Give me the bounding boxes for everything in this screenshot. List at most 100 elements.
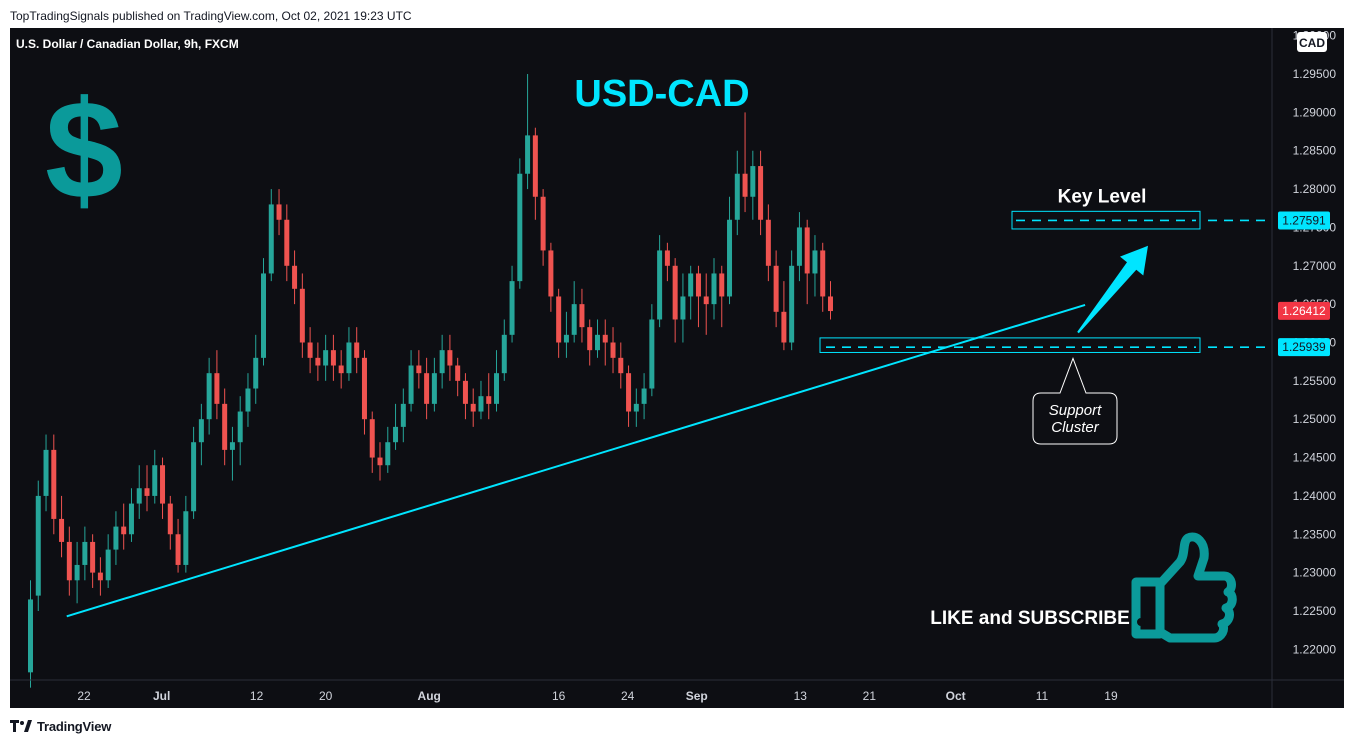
candle-body bbox=[354, 342, 360, 358]
candle-body bbox=[789, 265, 795, 343]
candle-body bbox=[657, 250, 663, 320]
candle-body bbox=[183, 511, 189, 565]
candle-body bbox=[66, 541, 72, 581]
candle-body bbox=[128, 503, 134, 535]
candle-body bbox=[742, 173, 748, 197]
candle-body bbox=[734, 173, 740, 220]
time-tick-label: Jul bbox=[153, 689, 170, 703]
candle-body bbox=[330, 350, 336, 366]
candle-body bbox=[206, 373, 212, 420]
svg-text:1.25939: 1.25939 bbox=[1282, 340, 1326, 354]
candle-body bbox=[222, 403, 228, 450]
candlestick-chart[interactable]: Key Level Support Cluster USD-CAD $ LIKE… bbox=[10, 28, 1344, 708]
candle-body bbox=[245, 388, 251, 412]
candle-body bbox=[160, 465, 166, 504]
candle-body bbox=[113, 526, 119, 550]
price-tick-label: 1.22000 bbox=[1293, 642, 1337, 656]
candle-body bbox=[43, 449, 49, 496]
candle-body bbox=[385, 442, 391, 466]
candle-body bbox=[548, 250, 554, 297]
candle-body bbox=[610, 342, 616, 358]
candle-body bbox=[540, 196, 546, 251]
candle-body bbox=[594, 334, 600, 351]
candle-body bbox=[571, 304, 577, 335]
time-tick-label: 19 bbox=[1104, 689, 1118, 703]
tradingview-brand[interactable]: TradingView bbox=[37, 718, 112, 734]
price-tick-label: 1.24500 bbox=[1293, 451, 1337, 465]
candle-body bbox=[323, 350, 329, 366]
candle-body bbox=[486, 396, 492, 404]
candle-body bbox=[144, 488, 150, 496]
candle-body bbox=[781, 311, 787, 343]
candle-body bbox=[796, 227, 802, 266]
candle-body bbox=[424, 373, 430, 404]
candle-body bbox=[602, 334, 608, 343]
candle-body bbox=[773, 265, 779, 312]
time-tick-label: 21 bbox=[863, 689, 877, 703]
publish-header: TopTradingSignals published on TradingVi… bbox=[10, 9, 412, 23]
candle-body bbox=[649, 319, 655, 389]
thumbs-up-icon bbox=[1131, 532, 1237, 643]
candle-body bbox=[804, 227, 810, 274]
chart-area[interactable]: Key Level Support Cluster USD-CAD $ LIKE… bbox=[10, 28, 1344, 708]
candle-body bbox=[509, 281, 515, 335]
price-tick-label: 1.23000 bbox=[1293, 566, 1337, 580]
symbol-title: U.S. Dollar / Canadian Dollar, 9h, FXCM bbox=[16, 37, 239, 51]
candle-body bbox=[695, 273, 701, 297]
candle-body bbox=[633, 403, 639, 412]
candle-series bbox=[27, 74, 833, 688]
candle-body bbox=[664, 250, 670, 266]
price-tick-label: 1.25500 bbox=[1293, 374, 1337, 388]
svg-text:1.26412: 1.26412 bbox=[1282, 304, 1326, 318]
candle-body bbox=[563, 334, 569, 343]
chart-title: USD-CAD bbox=[574, 73, 749, 115]
ascending-trendline bbox=[66, 303, 1086, 618]
candle-body bbox=[501, 334, 507, 374]
candle-body bbox=[447, 350, 453, 366]
candle-body bbox=[229, 442, 235, 450]
candle-body bbox=[284, 219, 290, 266]
thumbs-up-dot-icon bbox=[1137, 618, 1145, 626]
price-tick-label: 1.27000 bbox=[1293, 259, 1337, 273]
candle-body bbox=[82, 541, 88, 565]
candle-body bbox=[393, 426, 399, 443]
last-price-tag: 1.26412 bbox=[1278, 301, 1330, 320]
currency-badge[interactable] bbox=[1297, 32, 1327, 52]
support-zone bbox=[819, 337, 1201, 353]
candle-body bbox=[688, 273, 694, 297]
tradingview-logo-icon bbox=[10, 720, 32, 732]
candle-body bbox=[812, 250, 818, 274]
candle-body bbox=[750, 166, 756, 197]
candle-body bbox=[431, 373, 437, 404]
candle-body bbox=[439, 350, 445, 374]
candle-body bbox=[167, 503, 173, 535]
candle-body bbox=[299, 288, 305, 343]
time-tick-label: 16 bbox=[552, 689, 566, 703]
time-tick-label: 12 bbox=[250, 689, 264, 703]
candle-body bbox=[680, 296, 686, 320]
support-price-tag: 1.25939 bbox=[1278, 338, 1330, 357]
price-tick-label: 1.22500 bbox=[1293, 604, 1337, 618]
candle-body bbox=[315, 357, 321, 366]
candle-body bbox=[626, 373, 632, 412]
price-tick-label: 1.29500 bbox=[1293, 67, 1337, 81]
footer: TradingView bbox=[10, 717, 111, 735]
candle-body bbox=[198, 419, 204, 443]
candle-body bbox=[478, 396, 484, 412]
candle-body bbox=[361, 357, 367, 420]
price-tick-label: 1.28500 bbox=[1293, 144, 1337, 158]
callout-line-1: Support bbox=[1049, 402, 1102, 419]
candle-body bbox=[369, 419, 375, 458]
candle-body bbox=[253, 357, 259, 389]
candle-body bbox=[59, 518, 65, 542]
candle-body bbox=[51, 449, 57, 519]
candle-body bbox=[261, 273, 267, 358]
candle-body bbox=[152, 465, 158, 496]
candle-body bbox=[292, 265, 298, 289]
candle-body bbox=[556, 296, 562, 343]
like-subscribe-text: LIKE and SUBSCRIBE bbox=[930, 608, 1130, 629]
candle-body bbox=[672, 265, 678, 320]
time-tick-label: Oct bbox=[946, 689, 966, 703]
time-tick-label: 11 bbox=[1036, 689, 1049, 703]
candle-body bbox=[97, 572, 103, 581]
